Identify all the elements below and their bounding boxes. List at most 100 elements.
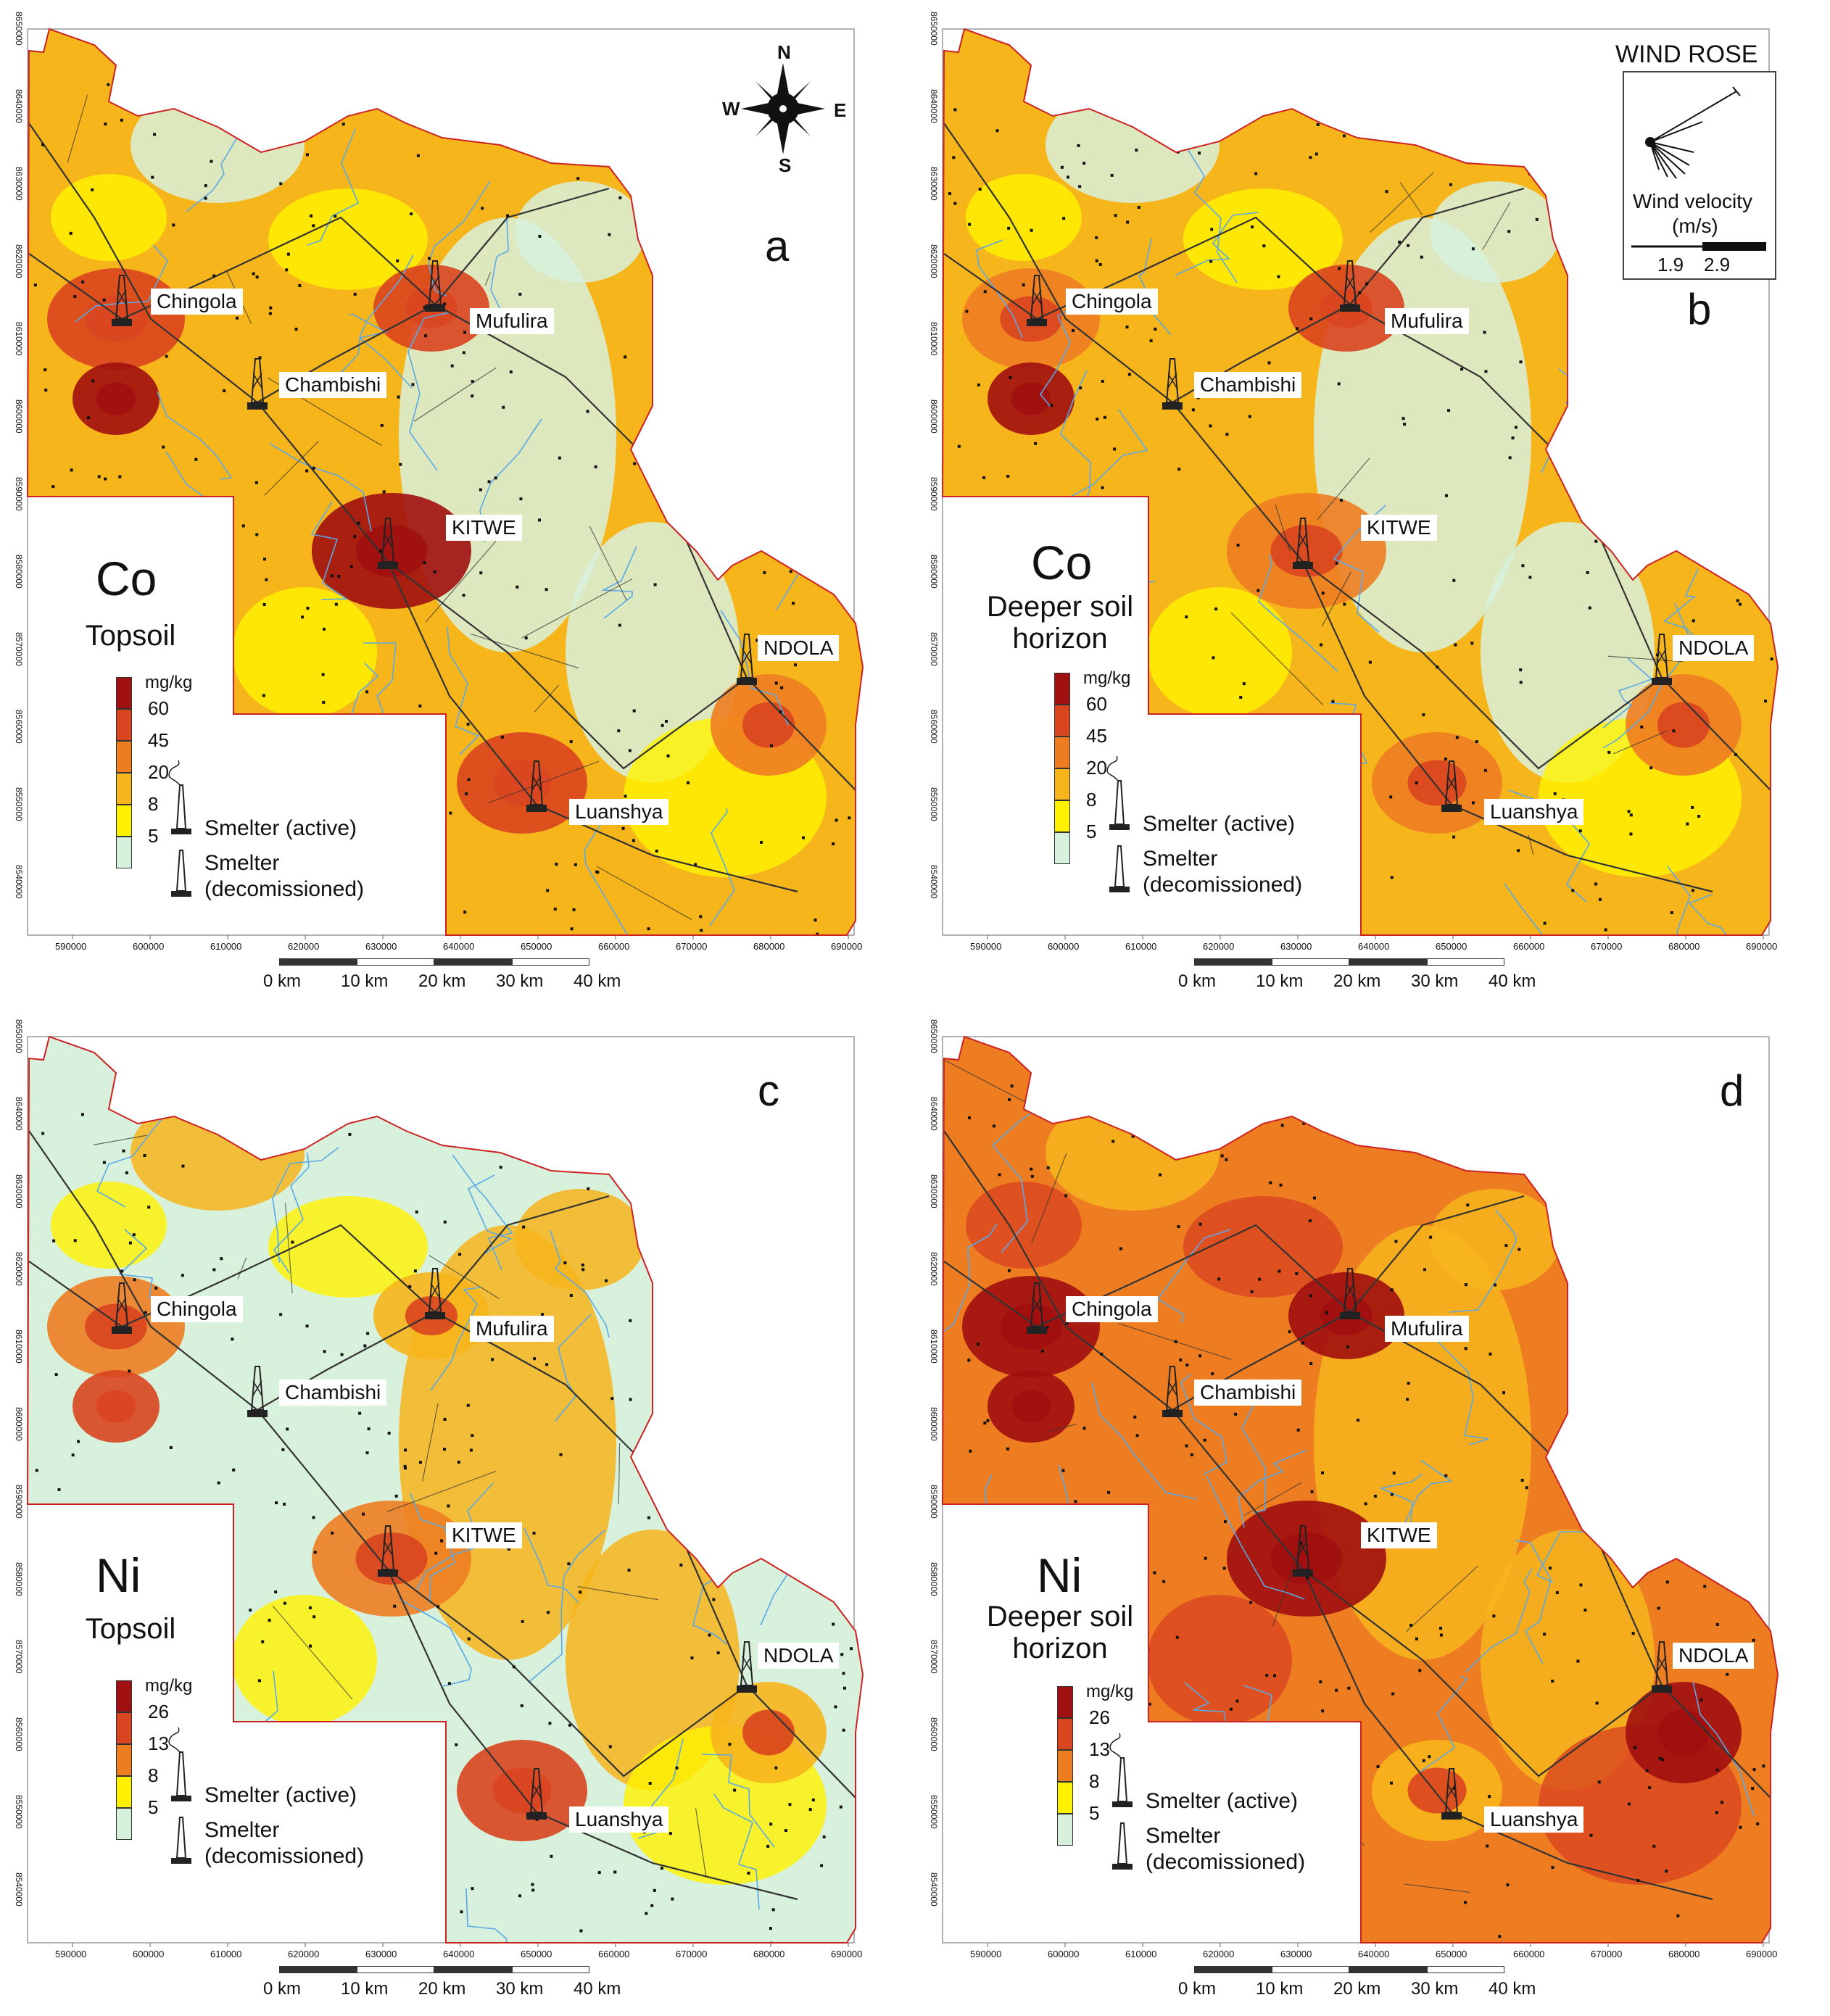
sample-point [128, 1241, 132, 1245]
smelter-active-label: Smelter (active) [204, 816, 357, 840]
sample-point [172, 223, 175, 227]
sample-point [334, 215, 337, 218]
sample-point [81, 280, 85, 283]
sample-point [1236, 544, 1240, 547]
sample-point [1079, 386, 1082, 390]
sample-point [54, 1373, 58, 1377]
sample-point [698, 172, 702, 175]
sample-point [1030, 228, 1033, 232]
sample-point [1269, 1181, 1272, 1185]
sample-point [789, 570, 792, 573]
sample-point [1148, 1921, 1152, 1925]
sample-point [1185, 1364, 1189, 1367]
sample-point [665, 720, 668, 723]
sample-point [1460, 368, 1464, 371]
sample-point [408, 83, 412, 86]
concentration-hotspot [742, 702, 795, 748]
sample-point [1100, 1353, 1104, 1356]
sample-point [628, 749, 632, 752]
y-axis-tick-label: 8610000 [14, 1330, 24, 1364]
sample-point [1483, 331, 1486, 334]
sample-point [1597, 1780, 1601, 1784]
sample-point [1402, 417, 1405, 420]
soil-horizon-line: horizon [1012, 623, 1108, 655]
sample-point [189, 902, 193, 905]
x-axis-tick-label: 630000 [1280, 1949, 1312, 1959]
sample-point [610, 1397, 614, 1401]
sample-point [262, 602, 266, 606]
sample-point [1660, 1200, 1664, 1204]
river-line [762, 1373, 811, 1443]
sample-point [558, 456, 561, 460]
sample-point [204, 196, 207, 200]
smelter-active-label: Smelter (active) [1143, 812, 1296, 836]
sample-point [1060, 165, 1064, 169]
legend-swatch [1054, 768, 1070, 800]
sample-point [1258, 1277, 1262, 1281]
road-line [1660, 1388, 1696, 1463]
sample-point [1043, 710, 1047, 713]
sample-point [1589, 1833, 1593, 1837]
sample-point [380, 423, 384, 427]
town-label: Mufulira [1385, 308, 1469, 334]
sample-point [1301, 1341, 1304, 1345]
sample-point [132, 1233, 136, 1237]
sample-point [667, 1423, 671, 1427]
sample-point [258, 356, 262, 360]
panel-letter: c [758, 1066, 779, 1115]
river-line [273, 1152, 310, 1274]
y-axis-tick-label: 8610000 [14, 322, 24, 356]
scale-bar-segment [1427, 1966, 1504, 1973]
concentration-zone [232, 587, 377, 718]
sample-point [740, 1140, 744, 1143]
smelter-icon [1162, 358, 1183, 410]
smelter-icon [1340, 260, 1360, 312]
legend-swatch [116, 1744, 132, 1776]
sample-point [1386, 1104, 1389, 1108]
sample-point [1198, 1222, 1202, 1226]
sample-point [1230, 120, 1233, 124]
river-line [713, 1793, 760, 1910]
sample-point [1220, 1154, 1224, 1158]
region-boundary [941, 28, 1779, 936]
sample-point [241, 524, 245, 528]
smelter-decommissioned-icon [175, 850, 187, 892]
y-axis-tick-label: 8600000 [14, 399, 24, 434]
sample-point [1095, 236, 1098, 239]
sample-point [1452, 1063, 1455, 1067]
scale-bar-label: 40 km [574, 971, 621, 991]
sample-point [1489, 1352, 1492, 1356]
sample-point [1250, 1290, 1254, 1293]
sample-point [443, 302, 447, 306]
sample-point [1074, 1500, 1077, 1503]
sample-point [1164, 766, 1168, 770]
sample-point [443, 1417, 447, 1421]
sample-point [236, 316, 239, 320]
sample-point [1528, 576, 1532, 579]
sample-point [518, 1894, 522, 1898]
sample-point [1251, 225, 1254, 229]
river-line [416, 1482, 494, 1590]
sample-point [1595, 1701, 1599, 1705]
sample-point [618, 196, 622, 199]
sample-point [1388, 132, 1392, 136]
sample-point [397, 1084, 400, 1088]
sample-point [1554, 1229, 1558, 1232]
sample-point [312, 224, 315, 228]
sample-point [465, 792, 468, 796]
smelter-icon [1027, 1282, 1047, 1334]
sample-point [1064, 1194, 1068, 1198]
legend-swatch [116, 709, 132, 741]
sample-point [822, 1835, 826, 1838]
sample-point [97, 475, 101, 478]
sample-point [758, 536, 762, 540]
sample-point [231, 1337, 234, 1341]
sample-point [1392, 1472, 1396, 1475]
legend-tick-label: 5 [148, 1796, 159, 1818]
soil-horizon: Deeper soil horizon [977, 591, 1143, 655]
sample-point [80, 1746, 84, 1749]
sample-point [763, 571, 766, 574]
sample-point [834, 1462, 837, 1466]
sample-point [440, 1539, 444, 1543]
sample-point [366, 1901, 370, 1905]
